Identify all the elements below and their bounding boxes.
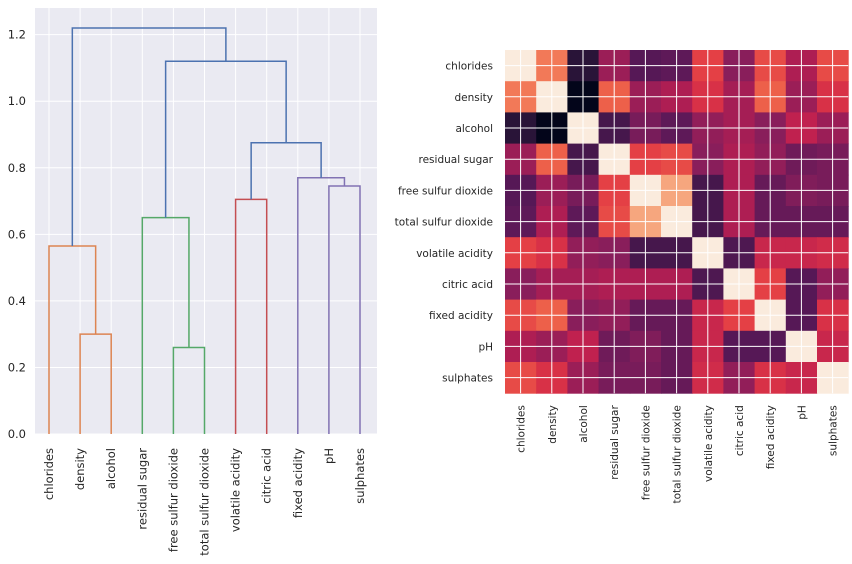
heatmap-x-tick-labels: chlorides density alcohol residual sugar fre… (516, 405, 840, 504)
heatmap-y-label-total-sulfur-dioxide: total sulfur dioxide (395, 217, 493, 229)
x-tick-label-alcohol: alcohol (104, 448, 118, 489)
heatmap-x-label-citric-acid: citric acid (734, 405, 746, 456)
y-tick-label: 0.4 (8, 294, 26, 308)
y-tick-label: 0.8 (8, 161, 26, 175)
heatmap-x-label-density: density (547, 405, 559, 444)
x-tick-label-density: density (73, 448, 87, 490)
dendrogram-links (48, 27, 361, 434)
heatmap-y-label-alcohol: alcohol (455, 123, 493, 135)
dendrogram-x-tick-labels: chlorides density alcohol residual sugar fre… (42, 448, 367, 556)
dendrogram-plot-area (35, 8, 377, 434)
y-tick-label: 0.0 (8, 427, 26, 441)
heatmap-y-label-fixed-acidity: fixed acidity (429, 310, 493, 322)
x-tick-label-citric-acid: citric acid (260, 448, 274, 504)
x-tick-label-volatile-acidity: volatile acidity (229, 448, 243, 532)
heatmap-y-label-volatile-acidity: volatile acidity (416, 248, 493, 260)
x-tick-label-free-sulfur-dioxide: free sulfur dioxide (166, 448, 180, 552)
heatmap-x-label-alcohol: alcohol (578, 405, 590, 443)
heatmap-x-label-chlorides: chlorides (516, 405, 528, 453)
y-tick-label: 0.6 (8, 227, 26, 241)
x-tick-label-sulphates: sulphates (353, 448, 367, 504)
heatmap-y-label-residual-sugar: residual sugar (419, 154, 494, 166)
heatmap-x-label-free-sulfur-dioxide: free sulfur dioxide (640, 405, 652, 500)
heatmap-y-label-density: density (455, 92, 494, 104)
y-tick-label: 1.0 (8, 94, 26, 108)
heatmap-y-label-sulphates: sulphates (442, 373, 493, 385)
heatmap-y-label-free-sulfur-dioxide: free sulfur dioxide (398, 185, 493, 197)
x-tick-label-ph: pH (322, 448, 336, 464)
x-tick-label-chlorides: chlorides (42, 448, 56, 500)
dendrogram-y-tick-labels: 0.0 0.2 0.4 0.6 0.8 1.0 1.2 (8, 28, 26, 441)
dendrogram-chart: 0.0 0.2 0.4 0.6 0.8 1.0 1.2 chlorides density al… (8, 8, 377, 556)
heatmap-x-label-ph: pH (796, 405, 808, 420)
dendrogram-link-9 (71, 27, 227, 246)
heatmap-x-label-residual-sugar: residual sugar (609, 405, 621, 480)
x-tick-label-total-sulfur-dioxide: total sulfur dioxide (198, 448, 212, 556)
heatmap-x-label-total-sulfur-dioxide: total sulfur dioxide (672, 405, 684, 503)
x-tick-label-fixed-acidity: fixed acidity (291, 448, 305, 518)
x-tick-label-residual-sugar: residual sugar (135, 448, 149, 530)
heatmap-x-label-sulphates: sulphates (828, 405, 840, 456)
heatmap-y-label-ph: pH (478, 341, 493, 353)
heatmap-gridlines (505, 50, 849, 394)
heatmap-x-label-volatile-acidity: volatile acidity (703, 405, 715, 482)
heatmap-y-tick-labels: chlorides density alcohol residual sugar fre… (395, 61, 494, 385)
heatmap-y-label-chlorides: chlorides (445, 61, 493, 73)
heatmap-x-label-fixed-acidity: fixed acidity (765, 405, 777, 469)
heatmap-y-label-citric-acid: citric acid (442, 279, 493, 291)
heatmap-chart: chlorides density alcohol residual sugar fre… (395, 50, 849, 504)
y-tick-label: 1.2 (8, 28, 26, 42)
y-tick-label: 0.2 (8, 360, 26, 374)
